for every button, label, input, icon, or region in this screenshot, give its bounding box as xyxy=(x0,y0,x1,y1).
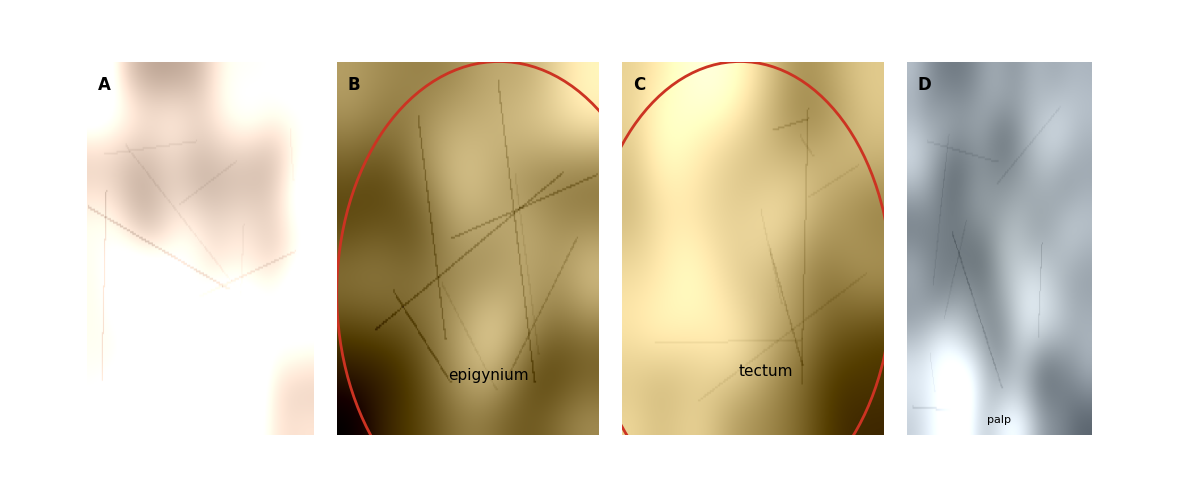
Text: A: A xyxy=(98,76,111,94)
Text: B: B xyxy=(347,76,359,94)
Text: palp: palp xyxy=(987,415,1012,426)
Text: epigynium: epigynium xyxy=(449,368,528,383)
Text: D: D xyxy=(917,76,932,94)
Text: tectum: tectum xyxy=(739,365,794,379)
Text: C: C xyxy=(633,76,645,94)
